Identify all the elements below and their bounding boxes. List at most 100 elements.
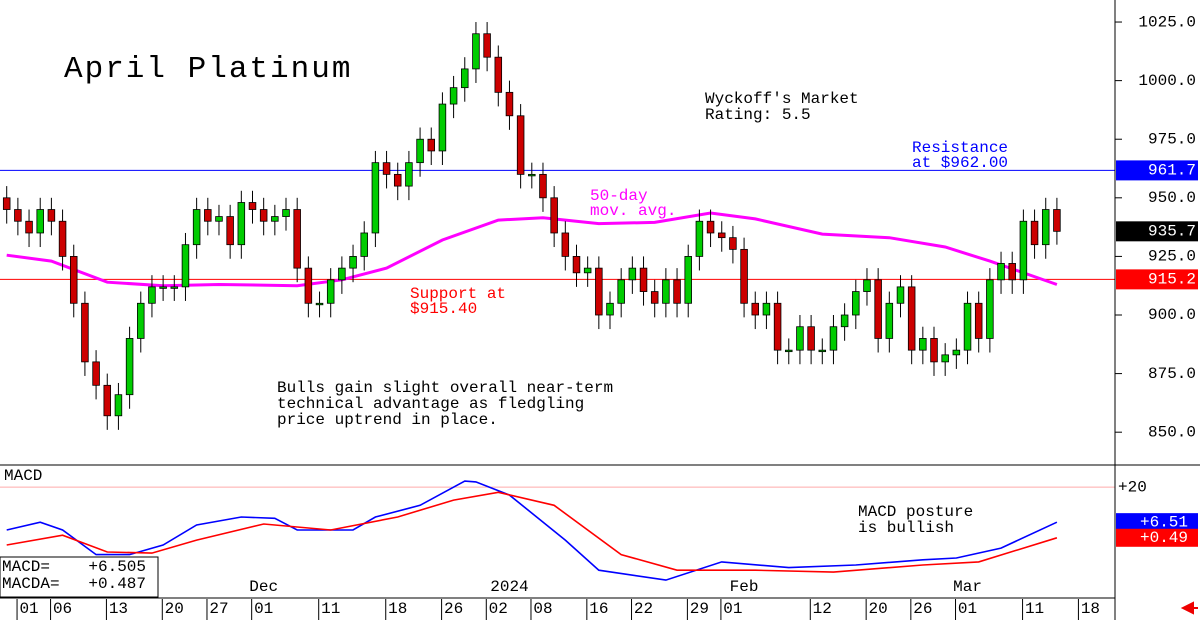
candle-body bbox=[338, 267, 346, 281]
candle-body bbox=[695, 220, 704, 257]
candle-body bbox=[785, 349, 793, 353]
candle-body bbox=[740, 248, 748, 304]
candle-body bbox=[639, 267, 648, 292]
x-tick-label: 02 bbox=[489, 600, 508, 618]
candle-body bbox=[304, 267, 313, 304]
candle-body bbox=[192, 209, 201, 246]
candle-body bbox=[81, 302, 89, 363]
candle-body bbox=[382, 162, 391, 175]
level-tag-label: 961.7 bbox=[1148, 162, 1196, 180]
candle-body bbox=[438, 103, 447, 152]
level-note: Support at bbox=[410, 285, 506, 303]
x-tick-label: 06 bbox=[53, 600, 72, 618]
x-tick-label: 11 bbox=[1025, 600, 1044, 618]
x-tick-label: 26 bbox=[444, 600, 463, 618]
candle-body bbox=[539, 173, 547, 199]
candle-body bbox=[997, 263, 1005, 281]
y-tick-label: +20 bbox=[1118, 478, 1147, 496]
level-note: at $962.00 bbox=[912, 154, 1008, 172]
candle-body bbox=[907, 286, 916, 351]
readout-value: +6.505 bbox=[88, 558, 146, 576]
candle-body bbox=[92, 361, 100, 386]
candle-body bbox=[863, 279, 871, 292]
candle-body bbox=[751, 302, 760, 316]
candle-body bbox=[762, 302, 771, 316]
candle-body bbox=[974, 302, 983, 339]
y-tick-label: 1025.0 bbox=[1138, 13, 1196, 31]
candle-body bbox=[170, 286, 179, 289]
candle-body bbox=[405, 162, 413, 187]
annotation: Bulls gain slight overall near-term bbox=[277, 379, 613, 397]
candle-body bbox=[840, 314, 849, 328]
candle-body bbox=[226, 216, 234, 246]
x-tick-label: 27 bbox=[209, 600, 228, 618]
candle-body bbox=[36, 209, 44, 234]
level-tag bbox=[1116, 269, 1198, 290]
x-tick-label: 22 bbox=[634, 600, 653, 618]
x-tick-label: 01 bbox=[958, 600, 977, 618]
y-tick-label: 875.0 bbox=[1148, 365, 1196, 383]
candle-body bbox=[561, 232, 570, 257]
candle-body bbox=[572, 256, 581, 274]
x-tick-label: 18 bbox=[388, 600, 407, 618]
x-tick-label: 26 bbox=[913, 600, 932, 618]
candle-body bbox=[103, 384, 112, 417]
month-label: Dec bbox=[249, 578, 278, 596]
candle-body bbox=[69, 256, 78, 304]
chart-title: April Platinum bbox=[64, 52, 352, 87]
last-price-tag bbox=[1116, 221, 1198, 242]
value-tag bbox=[1116, 528, 1198, 547]
month-label: Mar bbox=[953, 578, 982, 596]
candle-body bbox=[684, 256, 692, 304]
candle-body bbox=[617, 279, 625, 304]
candle-body bbox=[326, 279, 335, 304]
candle-body bbox=[885, 302, 894, 339]
candle-body bbox=[818, 349, 827, 353]
x-tick-label: 16 bbox=[589, 600, 608, 618]
candle-body bbox=[662, 279, 670, 304]
readout-value: +0.487 bbox=[88, 575, 146, 593]
y-tick-label: 925.0 bbox=[1148, 248, 1196, 266]
candle-body bbox=[773, 302, 782, 351]
level-tag bbox=[1116, 160, 1198, 181]
x-tick-label: 01 bbox=[254, 600, 273, 618]
macd-line bbox=[6, 491, 1058, 573]
candle-body bbox=[963, 302, 972, 351]
moving-average bbox=[6, 211, 1058, 288]
x-tick-label: 29 bbox=[690, 600, 709, 618]
annotation: price uptrend in place. bbox=[277, 411, 498, 429]
candle-body bbox=[1030, 220, 1039, 246]
candle-body bbox=[47, 209, 56, 222]
candle-body bbox=[807, 326, 815, 351]
candle-body bbox=[159, 286, 167, 289]
candle-body bbox=[874, 279, 882, 339]
panel-title: MACD bbox=[4, 467, 42, 485]
candle-body bbox=[583, 267, 592, 274]
x-tick-label: 18 bbox=[1081, 600, 1100, 618]
x-tick-label: 20 bbox=[165, 600, 184, 618]
candle-body bbox=[673, 279, 681, 304]
candle-body bbox=[494, 56, 503, 93]
candle-body bbox=[919, 338, 927, 351]
y-tick-label: 900.0 bbox=[1148, 306, 1196, 324]
candle-body bbox=[204, 209, 212, 222]
candle-body bbox=[606, 302, 614, 316]
candle-body bbox=[215, 216, 223, 222]
value-tag bbox=[1116, 513, 1198, 532]
month-label: 2024 bbox=[490, 578, 528, 596]
candle-body bbox=[371, 162, 380, 234]
candle-body bbox=[706, 220, 715, 234]
candle-body bbox=[986, 279, 994, 339]
candle-body bbox=[427, 138, 436, 152]
candle-body bbox=[271, 216, 279, 222]
candle-body bbox=[393, 173, 402, 187]
candle-body bbox=[2, 197, 11, 210]
x-tick-label: 01 bbox=[723, 600, 742, 618]
annotation: MACD posture bbox=[858, 503, 973, 521]
candle-body bbox=[137, 302, 145, 339]
candle-body bbox=[58, 220, 67, 257]
candle-body bbox=[952, 349, 961, 356]
candle-body bbox=[472, 33, 480, 70]
candle-body bbox=[550, 197, 558, 234]
